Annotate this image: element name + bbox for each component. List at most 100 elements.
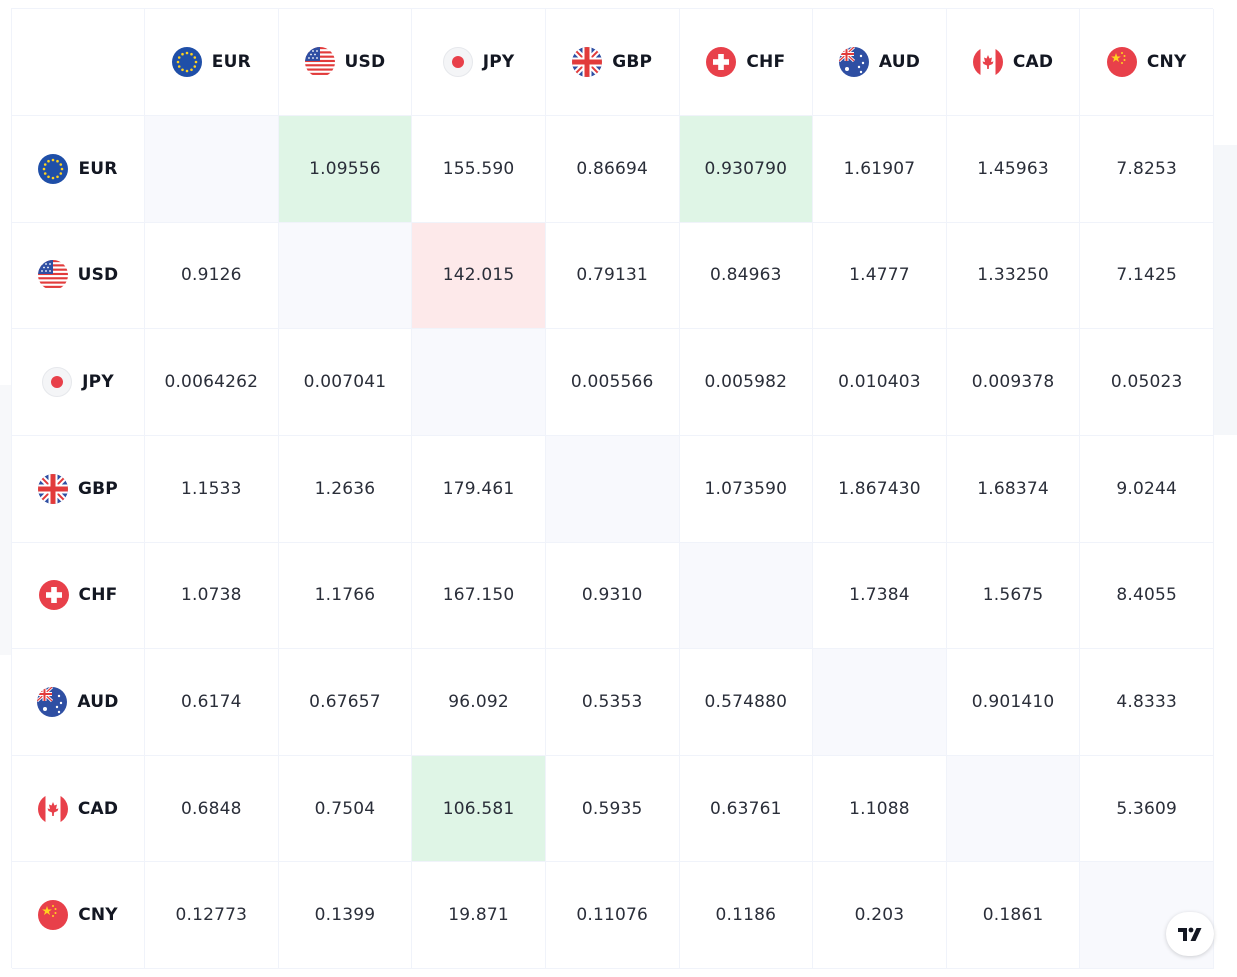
currency-code: EUR [78, 158, 118, 179]
diagonal-cell [278, 222, 413, 330]
rate-cell[interactable]: 1.45963 [946, 116, 1081, 223]
row-header-gbp[interactable]: GBP [12, 435, 145, 543]
eu-flag-icon [38, 153, 69, 184]
rate-cell[interactable]: 1.867430 [813, 435, 947, 543]
diagonal-cell [813, 649, 947, 756]
rate-cell[interactable]: 179.461 [412, 435, 546, 543]
uk-flag-icon [572, 47, 603, 77]
column-header-cad[interactable]: CAD [946, 9, 1081, 116]
rate-cell[interactable]: 0.79131 [545, 222, 680, 330]
rate-cell[interactable]: 0.9126 [145, 222, 279, 330]
rate-cell[interactable]: 0.5353 [545, 649, 680, 756]
diagonal-cell [545, 435, 680, 543]
column-header-usd[interactable]: USD [278, 9, 413, 116]
rate-cell[interactable]: 1.4777 [813, 222, 947, 330]
rate-cell[interactable]: 0.1186 [679, 862, 814, 969]
currency-code: CHF [78, 585, 118, 606]
canada-flag-icon [972, 47, 1003, 77]
swiss-flag-icon [706, 47, 737, 77]
us-flag-icon [304, 47, 335, 77]
currency-code: GBP [612, 52, 653, 72]
rate-cell[interactable]: 0.930790 [679, 116, 814, 223]
japan-flag-icon [42, 367, 73, 398]
rate-cell[interactable]: 1.5675 [946, 542, 1081, 650]
diagonal-cell [412, 329, 546, 436]
currency-code: AUD [77, 691, 119, 712]
rate-cell[interactable]: 155.590 [412, 116, 546, 223]
australia-flag-icon [838, 47, 869, 77]
rate-cell[interactable]: 0.1861 [946, 862, 1081, 969]
row-header-usd[interactable]: USD [12, 222, 145, 330]
rate-cell[interactable]: 1.073590 [679, 435, 814, 543]
rate-cell[interactable]: 4.8333 [1080, 649, 1214, 756]
rate-cell[interactable]: 1.61907 [813, 116, 947, 223]
currency-code: CHF [746, 52, 786, 72]
rate-cell[interactable]: 0.7504 [278, 755, 413, 863]
rate-cell[interactable]: 1.1766 [278, 542, 413, 650]
column-header-eur[interactable]: EUR [145, 9, 279, 116]
currency-code: GBP [78, 478, 118, 499]
rate-cell[interactable]: 0.574880 [679, 649, 814, 756]
currency-code: USD [77, 265, 119, 286]
currency-code: CNY [1146, 52, 1187, 72]
rate-cell[interactable]: 0.63761 [679, 755, 814, 863]
rate-cell[interactable]: 8.4055 [1080, 542, 1214, 650]
rate-cell[interactable]: 1.2636 [278, 435, 413, 543]
row-header-chf[interactable]: CHF [12, 542, 145, 650]
rate-cell[interactable]: 0.86694 [545, 116, 680, 223]
column-header-gbp[interactable]: GBP [545, 9, 680, 116]
diagonal-cell [679, 542, 814, 650]
rate-cell[interactable]: 9.0244 [1080, 435, 1214, 543]
table-corner [12, 9, 145, 116]
rate-cell[interactable]: 0.203 [813, 862, 947, 969]
rate-cell[interactable]: 96.092 [412, 649, 546, 756]
rate-cell[interactable]: 7.1425 [1080, 222, 1214, 330]
australia-flag-icon [37, 686, 68, 717]
column-header-aud[interactable]: AUD [813, 9, 947, 116]
rate-cell[interactable]: 142.015 [412, 222, 546, 330]
currency-code: EUR [211, 52, 251, 72]
rate-cell[interactable]: 0.11076 [545, 862, 680, 969]
rate-cell[interactable]: 7.8253 [1080, 116, 1214, 223]
rate-cell[interactable]: 19.871 [412, 862, 546, 969]
rate-cell[interactable]: 0.6174 [145, 649, 279, 756]
tradingview-logo-icon[interactable] [1166, 912, 1214, 956]
rate-cell[interactable]: 0.007041 [278, 329, 413, 436]
column-header-cny[interactable]: CNY [1080, 9, 1214, 116]
row-header-eur[interactable]: EUR [12, 116, 145, 223]
rate-cell[interactable]: 0.6848 [145, 755, 279, 863]
rate-cell[interactable]: 1.33250 [946, 222, 1081, 330]
row-header-aud[interactable]: AUD [12, 649, 145, 756]
rate-cell[interactable]: 0.9310 [545, 542, 680, 650]
rate-cell[interactable]: 0.5935 [545, 755, 680, 863]
currency-code: JPY [482, 52, 515, 72]
rate-cell[interactable]: 0.009378 [946, 329, 1081, 436]
rate-cell[interactable]: 1.09556 [278, 116, 413, 223]
column-header-chf[interactable]: CHF [679, 9, 814, 116]
column-header-jpy[interactable]: JPY [412, 9, 546, 116]
row-header-jpy[interactable]: JPY [12, 329, 145, 436]
rate-cell[interactable]: 0.005566 [545, 329, 680, 436]
background-panel [1213, 145, 1237, 435]
rate-cell[interactable]: 0.010403 [813, 329, 947, 436]
rate-cell[interactable]: 1.0738 [145, 542, 279, 650]
cross-rates-table: EUR USD JPY GBP CHF AUD CAD CNY EUR 1.09556 155.59… [11, 8, 1214, 969]
rate-cell[interactable]: 167.150 [412, 542, 546, 650]
rate-cell[interactable]: 0.005982 [679, 329, 814, 436]
rate-cell[interactable]: 1.1533 [145, 435, 279, 543]
row-header-cad[interactable]: CAD [12, 755, 145, 863]
rate-cell[interactable]: 0.0064262 [145, 329, 279, 436]
rate-cell[interactable]: 0.1399 [278, 862, 413, 969]
rate-cell[interactable]: 1.68374 [946, 435, 1081, 543]
rate-cell[interactable]: 0.05023 [1080, 329, 1214, 436]
rate-cell[interactable]: 0.84963 [679, 222, 814, 330]
rate-cell[interactable]: 0.67657 [278, 649, 413, 756]
row-header-cny[interactable]: CNY [12, 862, 145, 969]
us-flag-icon [37, 260, 68, 291]
rate-cell[interactable]: 1.7384 [813, 542, 947, 650]
rate-cell[interactable]: 0.12773 [145, 862, 279, 969]
rate-cell[interactable]: 5.3609 [1080, 755, 1214, 863]
rate-cell[interactable]: 1.1088 [813, 755, 947, 863]
rate-cell[interactable]: 106.581 [412, 755, 546, 863]
rate-cell[interactable]: 0.901410 [946, 649, 1081, 756]
